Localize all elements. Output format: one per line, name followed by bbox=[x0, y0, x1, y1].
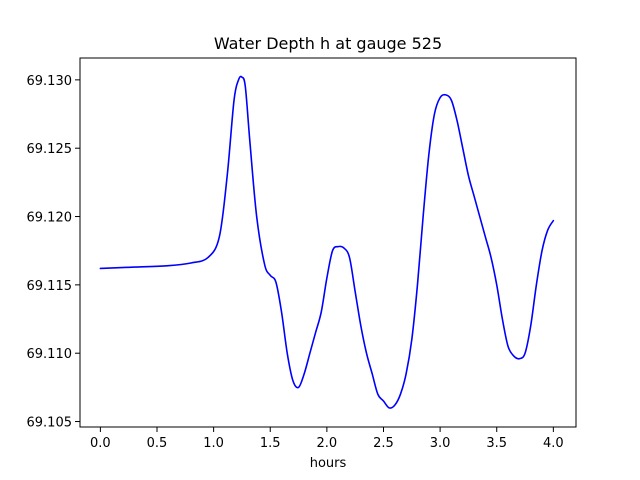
chart-title: Water Depth h at gauge 525 bbox=[214, 34, 442, 53]
x-tick-label: 2.5 bbox=[373, 436, 394, 451]
y-axis-ticks: 69.105 69.110 69.115 69.120 69.125 69.130 bbox=[27, 74, 80, 431]
x-axis-label: hours bbox=[310, 456, 347, 471]
plot-area-frame bbox=[79, 57, 577, 428]
x-tick-label: 3.5 bbox=[486, 436, 507, 451]
x-tick-label: 4.0 bbox=[543, 436, 564, 451]
y-tick-label: 69.110 bbox=[27, 347, 73, 362]
y-tick-label: 69.130 bbox=[27, 74, 73, 89]
y-tick-label: 69.120 bbox=[27, 211, 73, 226]
x-tick-label: 3.0 bbox=[430, 436, 451, 451]
x-tick-label: 1.0 bbox=[203, 436, 224, 451]
x-tick-label: 1.5 bbox=[260, 436, 281, 451]
x-tick-label: 2.0 bbox=[317, 436, 338, 451]
x-tick-label: 0.5 bbox=[147, 436, 168, 451]
y-tick-label: 69.125 bbox=[27, 142, 73, 157]
x-tick-label: 0.0 bbox=[90, 436, 111, 451]
y-tick-label: 69.115 bbox=[27, 279, 73, 294]
data-series-line bbox=[99, 75, 555, 409]
y-tick-label: 69.105 bbox=[27, 416, 73, 431]
x-axis-ticks: 0.0 0.5 1.0 1.5 2.0 2.5 3.0 3.5 4.0 bbox=[90, 427, 564, 451]
